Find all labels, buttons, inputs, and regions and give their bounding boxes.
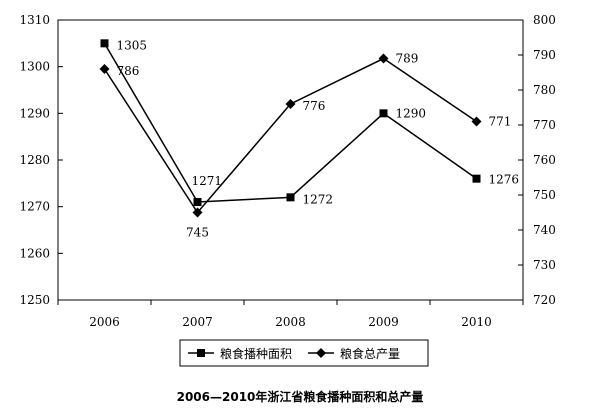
right-tick-label: 770	[533, 118, 556, 132]
legend-label-output: 粮食总产量	[340, 346, 400, 361]
x-axis: 2006 2007 2008 2009 2010	[57, 300, 524, 329]
diamond-marker	[285, 99, 296, 109]
series-layer: 1305 1271 1272 1290 1276 786 745 776 789 771	[99, 38, 520, 240]
data-label-area: 1305	[117, 38, 148, 52]
diamond-marker	[192, 207, 203, 218]
data-label-output: 745	[186, 226, 209, 240]
square-marker	[193, 198, 202, 206]
x-tick-label: 2010	[461, 315, 492, 329]
diamond-marker	[316, 348, 326, 358]
series-line-area	[103, 42, 477, 203]
data-label-output: 786	[117, 64, 140, 78]
data-label-area: 1276	[489, 173, 520, 187]
right-tick-label: 780	[533, 83, 556, 97]
chart-caption: 2006—2010年浙江省粮食播种面积和总产量	[176, 390, 424, 404]
left-tick-label: 1300	[19, 60, 50, 74]
left-tick-label: 1270	[19, 200, 50, 214]
data-label-output: 789	[396, 52, 419, 66]
square-marker	[197, 349, 205, 357]
x-tick-label: 2007	[182, 315, 213, 329]
square-marker	[100, 39, 109, 48]
x-tick-label: 2009	[368, 315, 399, 329]
data-label-area: 1272	[303, 192, 334, 206]
diamond-marker	[471, 116, 482, 127]
left-tick-label: 1260	[19, 246, 50, 260]
left-tick-label: 1290	[19, 106, 50, 120]
x-tick-label: 2006	[89, 315, 120, 329]
legend: 粮食播种面积 粮食总产量	[179, 339, 429, 367]
right-tick-label: 760	[533, 153, 556, 167]
right-tick-label: 740	[533, 223, 556, 237]
left-tick-label: 1280	[19, 153, 50, 167]
data-label-output: 776	[303, 99, 326, 113]
square-marker	[472, 174, 481, 183]
right-tick-label: 790	[533, 48, 556, 62]
right-tick-label: 750	[533, 188, 556, 202]
diamond-marker	[378, 53, 389, 64]
square-marker	[286, 193, 295, 202]
legend-label-area: 粮食播种面积	[220, 346, 292, 361]
square-marker	[379, 109, 388, 118]
legend-box	[179, 339, 429, 367]
x-tick-label: 2008	[275, 315, 306, 329]
right-tick-label: 720	[533, 293, 556, 307]
series-line-output	[103, 57, 477, 214]
data-label-area: 1290	[396, 106, 427, 120]
right-axis: 720 730 740 750 760 770 780 790 800	[518, 13, 556, 307]
data-label-output: 771	[489, 115, 512, 129]
left-tick-label: 1250	[19, 293, 50, 307]
plot-frame	[57, 19, 524, 301]
left-axis: 1250 1260 1270 1280 1290 1300 1310	[19, 13, 63, 307]
diamond-marker	[99, 64, 110, 74]
right-tick-label: 730	[533, 258, 556, 272]
right-tick-label: 800	[533, 13, 556, 27]
data-label-area: 1271	[192, 174, 223, 188]
left-tick-label: 1310	[19, 13, 50, 27]
